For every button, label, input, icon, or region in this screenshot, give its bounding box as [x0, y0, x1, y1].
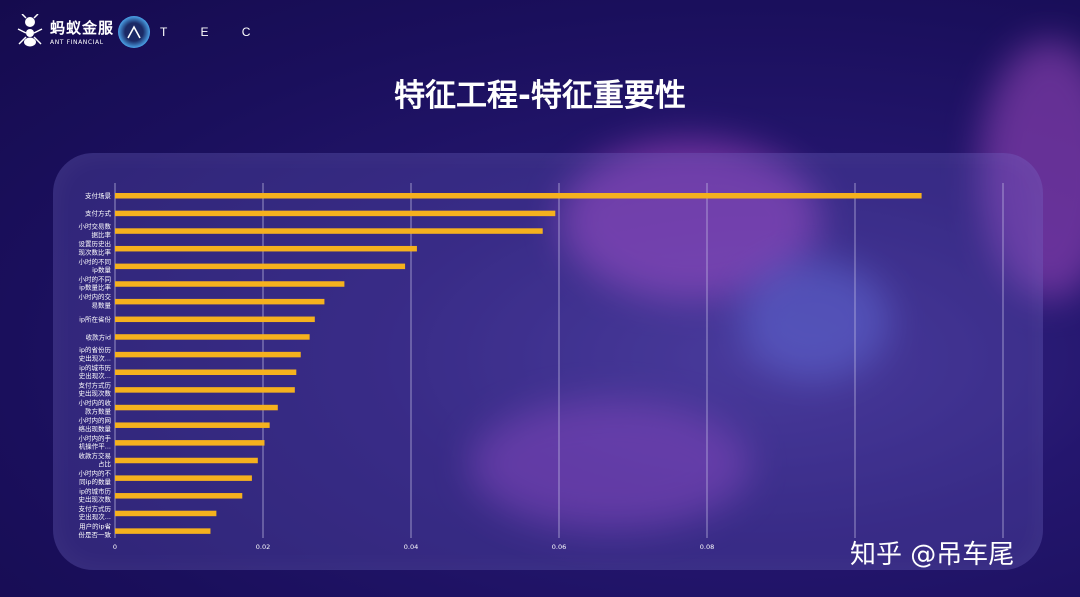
y-tick-label-line: 小时的不同 [79, 275, 112, 284]
background-glow [740, 260, 890, 380]
atec-circle-icon [118, 16, 150, 48]
bar [115, 193, 922, 199]
watermark: 知乎 @吊车尾 [850, 540, 1015, 570]
y-tick-label-line: 同ip的数量 [79, 477, 111, 486]
y-tick-label: 小时内的手机操作平... [79, 433, 112, 450]
bar [115, 510, 217, 517]
bar [115, 475, 252, 481]
y-tick-label-line: ip的城市历 [79, 363, 111, 372]
y-tick-label-line: ip的省份历 [79, 345, 111, 354]
y-tick-label-line: 小时内的收 [79, 398, 112, 407]
bar [115, 245, 417, 252]
y-tick-label: 小时内的收款方数量 [79, 398, 112, 415]
bar [115, 298, 325, 305]
x-tick-label: 0.04 [404, 543, 418, 551]
bar [115, 263, 406, 270]
bar [115, 457, 258, 464]
y-tick-label-line: 史出现次数 [79, 495, 112, 504]
bar [115, 210, 556, 217]
y-tick-label-line: ip的城市历 [79, 486, 111, 495]
page-title: 特征工程-特征重要性 [394, 78, 686, 114]
y-tick-label: 小时的不同 ip数量比率 [79, 275, 112, 292]
y-tick-label-line: 用户的ip省 [79, 522, 111, 531]
y-tick-label: 收款方id [86, 332, 111, 341]
y-tick-label-line: 支付方式历 [79, 504, 112, 513]
y-tick-label: 小时交易数据比率 [79, 222, 112, 239]
bar [115, 281, 345, 287]
y-tick-label: ip的城市历史出现次... [79, 363, 112, 380]
y-tick-label-line: 小时内的不 [79, 469, 112, 478]
y-tick-label-line: 易数量 [92, 300, 112, 309]
feature-importance-chart: 0 0.02 0.04 0.06 0.08 支付场景支付方式小时交易数据比率设置历史出现次… [79, 183, 1004, 551]
y-tick-label: ip所在省份 [79, 315, 111, 324]
y-tick-label-line: 络出现数量 [79, 424, 112, 433]
y-tick-label: ip的省份历史出现次... [79, 345, 112, 362]
atec-logo: T E C [118, 16, 265, 48]
bar [115, 528, 211, 534]
y-tick-label: 小时的不同 ip数量 [79, 257, 112, 274]
y-tick-label-line: 小时交易数 [79, 222, 112, 231]
chart-panel [53, 153, 1043, 570]
y-tick-label: ip的城市历史出现次数 [79, 486, 112, 503]
ant-financial-logo: 蚂蚁金服 ANT FINANCIAL [16, 14, 114, 48]
x-tick-label: 0.06 [552, 543, 566, 551]
bar [115, 493, 243, 499]
y-tick-label-line: 小时内的手 [79, 433, 112, 442]
y-tick-label: 支付方式历史出现次... [79, 504, 112, 521]
y-tick-label: 支付方式历史出现次数 [79, 380, 112, 397]
y-tick-label-line: 款方数量 [85, 406, 112, 415]
y-tick-label: 小时内的不同ip的数量 [79, 469, 112, 486]
bar [115, 316, 315, 323]
y-tick-label: 收款方交易占比 [79, 451, 112, 468]
y-tick-label-line: 机操作平... [79, 442, 111, 451]
bar [115, 387, 295, 393]
x-tick-label: 0.02 [256, 543, 270, 551]
x-tick-label: 0 [113, 543, 117, 551]
bar [115, 404, 278, 411]
y-tick-label-line: 史出现次... [79, 512, 111, 521]
y-tick-label-line: ip数量 [92, 265, 111, 274]
y-tick-label: 用户的ip省份是否一致 [79, 522, 112, 539]
y-tick-label-line: 小时的不同 [79, 257, 112, 266]
y-tick-label-line: 史出现次... [79, 371, 111, 380]
y-tick-label-line: 据比率 [92, 230, 112, 239]
y-tick-label-line: 支付方式历 [79, 380, 112, 389]
y-tick-label: 支付场景 [85, 191, 112, 200]
bar [115, 228, 543, 234]
bar [115, 334, 310, 340]
y-tick-label-line: 收款方交易 [79, 451, 112, 460]
y-tick-label-line: 份是否一致 [79, 530, 112, 539]
y-tick-label-line: 占比 [98, 459, 112, 468]
x-tick-label: 0.08 [700, 543, 714, 551]
y-tick-label: 支付方式 [85, 209, 112, 218]
bar [115, 422, 270, 428]
brand-name-cn: 蚂蚁金服 [50, 18, 115, 37]
background-glow [470, 400, 750, 530]
y-tick-label: 小时内的交易数量 [79, 292, 112, 309]
brand-name-en: ANT FINANCIAL [50, 38, 104, 46]
y-tick-label-line: 小时内的网 [79, 416, 112, 425]
atec-letters: T E C [160, 25, 266, 39]
y-tick-label: 设置历史出现次数比率 [79, 239, 112, 256]
y-tick-label-line: 现次数比率 [79, 247, 112, 256]
y-tick-label: 小时内的网络出现数量 [79, 416, 112, 433]
bar [115, 440, 265, 446]
y-tick-label-line: 设置历史出 [79, 239, 112, 248]
bar [115, 351, 301, 358]
y-tick-label-line: 史出现次... [79, 353, 111, 362]
y-tick-label-line: ip数量比率 [79, 283, 111, 292]
y-tick-label-line: 史出现次数 [79, 389, 112, 398]
bar [115, 369, 297, 375]
ant-icon [17, 14, 43, 47]
y-tick-label-line: 小时内的交 [79, 292, 112, 301]
